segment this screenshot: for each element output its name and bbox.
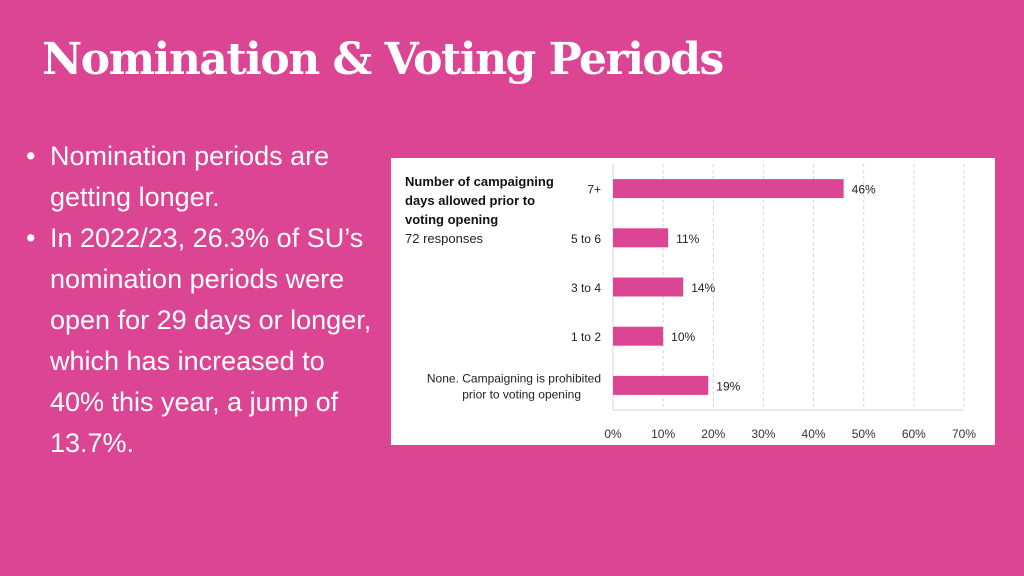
x-tick-label: 60%	[902, 427, 926, 441]
bullet-text: Nomination periods are getting longer.	[50, 141, 330, 212]
data-label: 46%	[852, 183, 876, 197]
data-labels: 46% 11% 14% 10% 19%	[671, 183, 876, 394]
bullet-glyph: •	[26, 141, 36, 171]
data-label: 14%	[691, 281, 715, 295]
bullet-item: • Nomination periods are getting longer.	[26, 136, 386, 218]
chart-title: Number of campaigning days allowed prior …	[405, 174, 554, 227]
category-labels: 7+ 5 to 6 3 to 4 1 to 2 None. Campaigning is…	[427, 183, 601, 402]
category-label: 7+	[587, 183, 601, 197]
x-tick-label: 50%	[852, 427, 876, 441]
bar	[613, 375, 709, 395]
bar	[613, 228, 669, 248]
bullet-list: • Nomination periods are getting longer.…	[26, 136, 386, 464]
chart-card: Number of campaigning days allowed prior …	[391, 158, 995, 445]
bullet-glyph: •	[26, 223, 36, 253]
data-label: 10%	[671, 330, 695, 344]
data-label: 11%	[676, 232, 699, 246]
x-tick-label: 70%	[952, 427, 976, 441]
x-tick-label: 40%	[802, 427, 826, 441]
bullet-text: In 2022/23, 26.3% of SU’s nomination per…	[50, 223, 372, 458]
slide-title: Nomination & Voting Periods	[42, 34, 724, 85]
bar	[613, 179, 844, 199]
bar	[613, 326, 664, 346]
category-label: 5 to 6	[571, 232, 601, 246]
data-label: 19%	[716, 379, 740, 393]
chart-subtitle: 72 responses	[405, 231, 484, 246]
category-label: 1 to 2	[571, 330, 601, 344]
x-tick-label: 30%	[751, 427, 775, 441]
bar	[613, 277, 684, 297]
x-tick-label: 10%	[651, 427, 675, 441]
category-label: None. Campaigning is prohibited prior to …	[427, 371, 601, 401]
chart-bars	[613, 179, 844, 395]
x-tick-label: 0%	[604, 427, 622, 441]
bar-chart: Number of campaigning days allowed prior …	[405, 164, 976, 441]
bullet-item: • In 2022/23, 26.3% of SU’s nomination p…	[26, 218, 386, 464]
x-tick-label: 20%	[701, 427, 725, 441]
category-label: 3 to 4	[571, 281, 601, 295]
chart-title-block: Number of campaigning days allowed prior …	[405, 174, 554, 246]
x-tick-labels: 0% 10% 20% 30% 40% 50% 60% 70%	[604, 427, 976, 441]
